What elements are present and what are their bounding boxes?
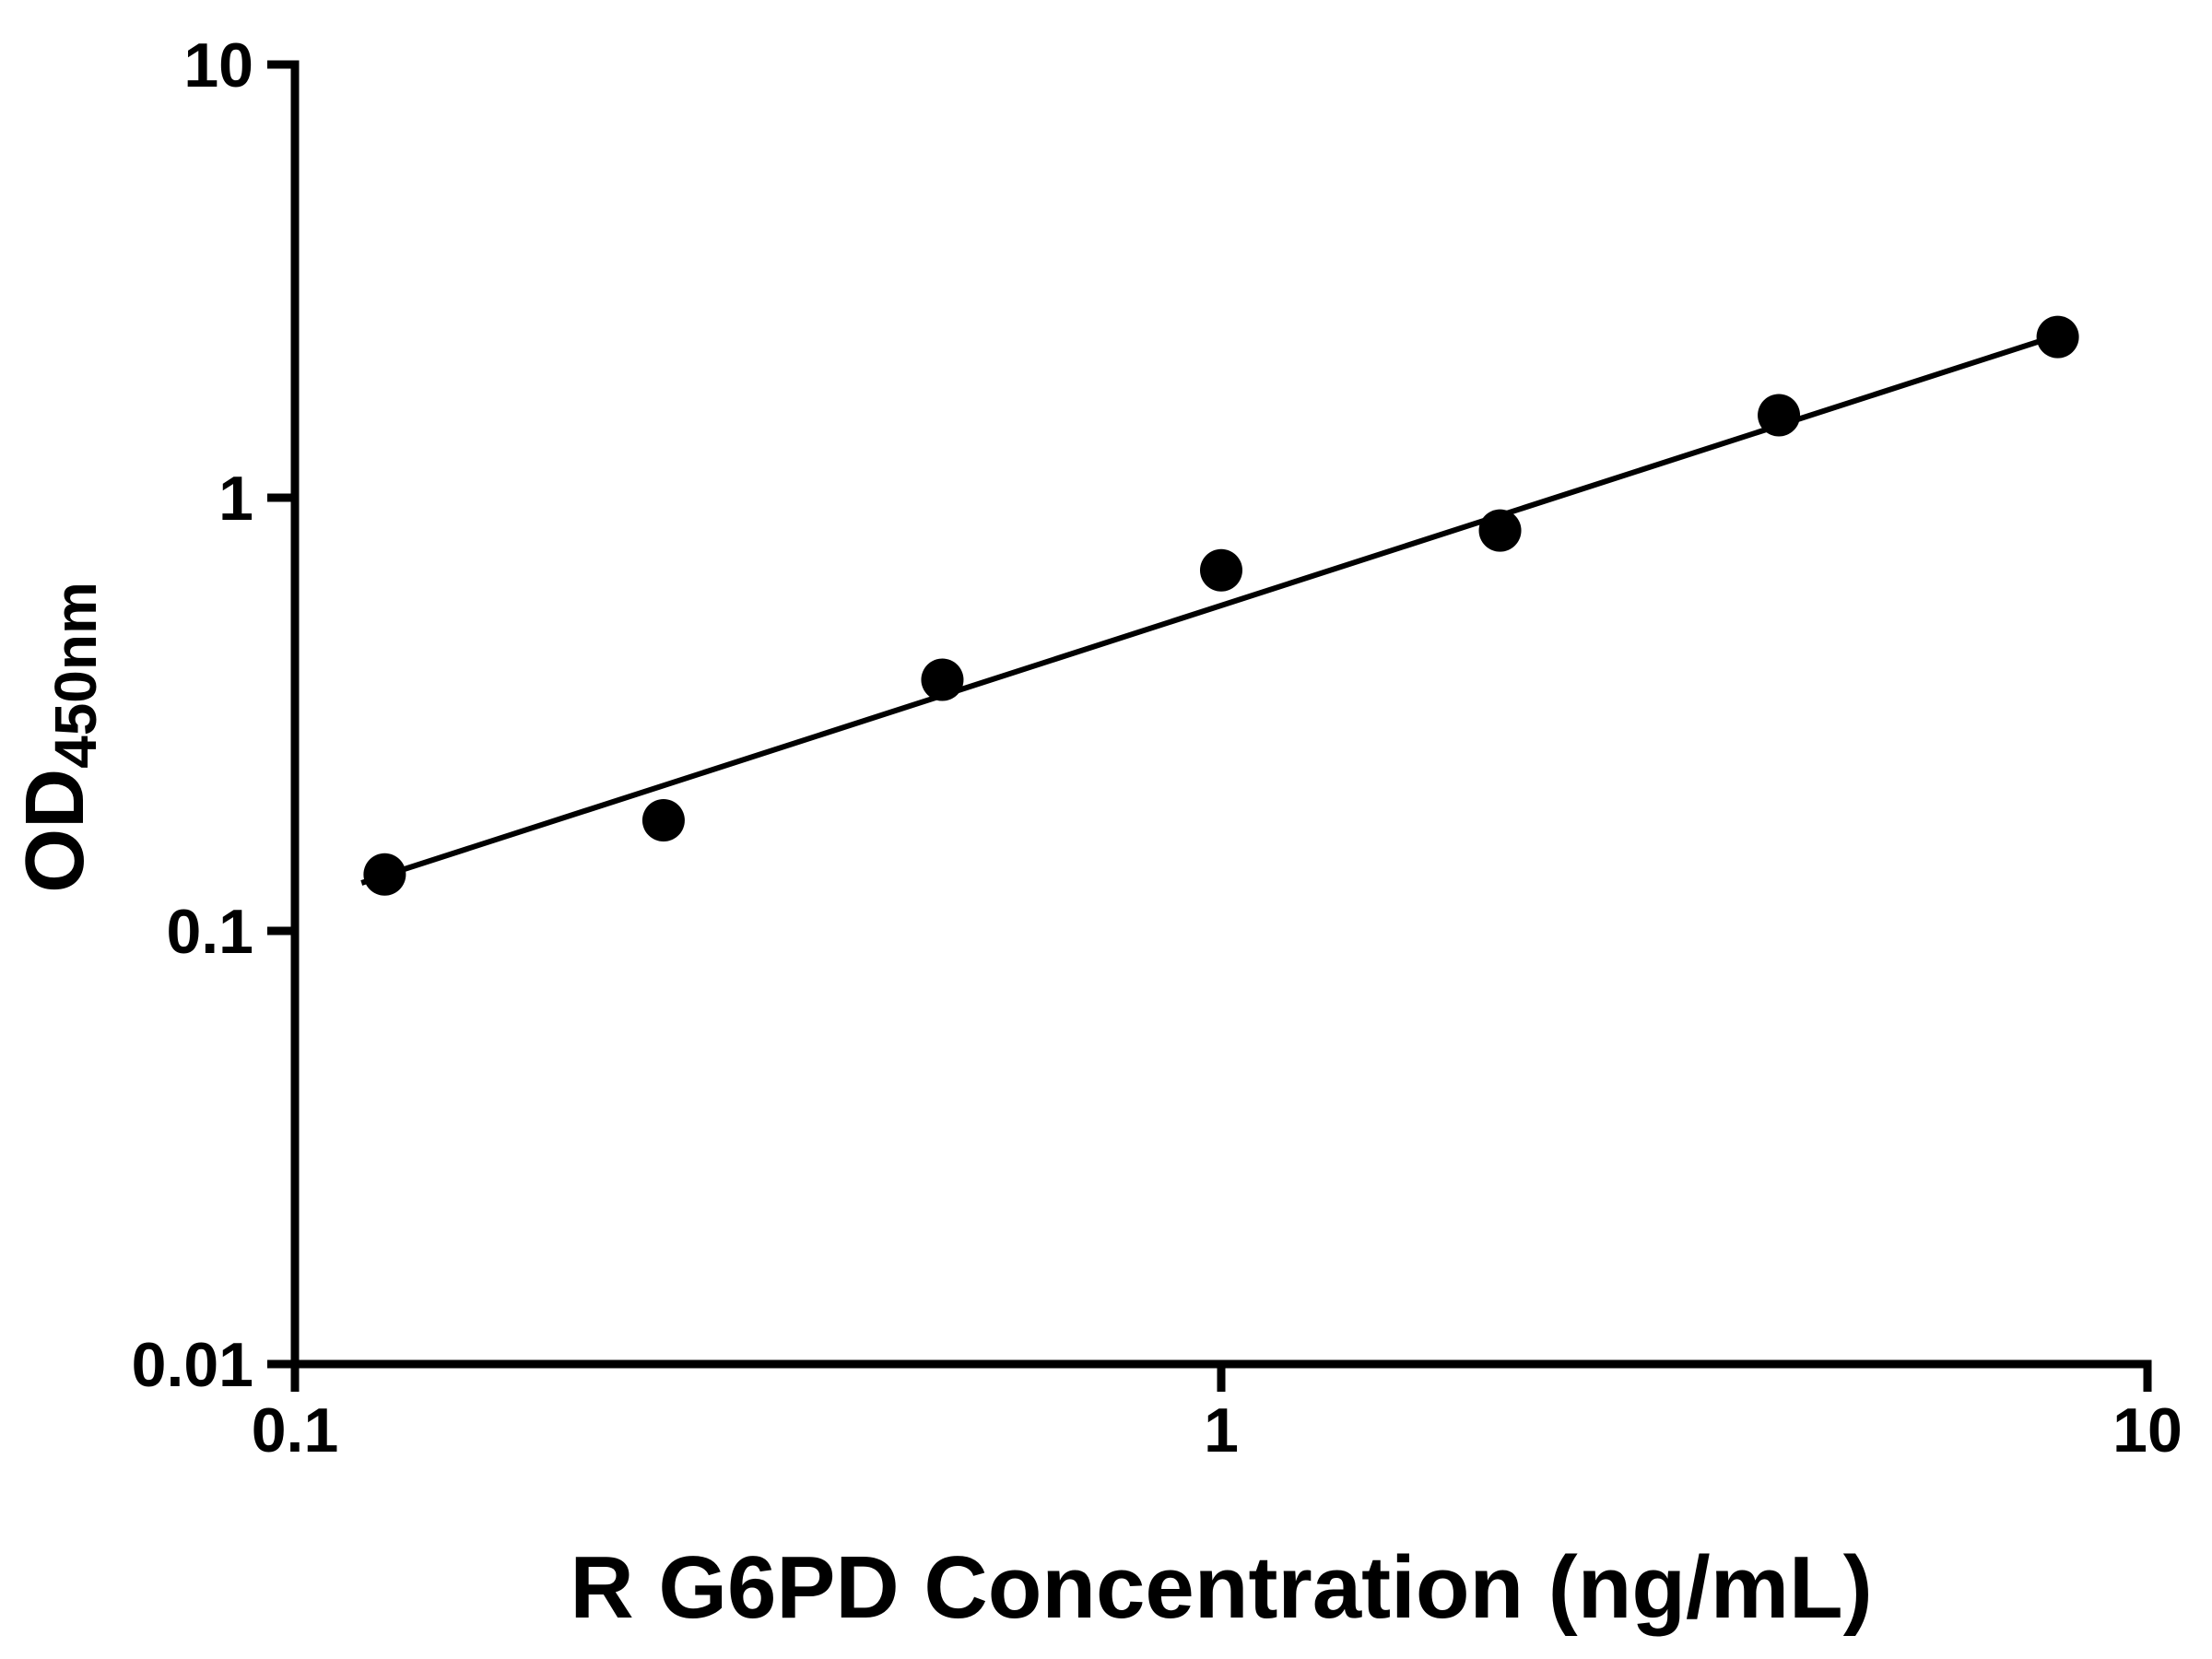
data-point xyxy=(641,799,685,842)
data-point xyxy=(921,658,964,701)
x-tick-label: 0.1 xyxy=(252,1395,339,1465)
y-tick-label: 0.01 xyxy=(132,1330,253,1400)
data-point xyxy=(363,853,406,896)
x-tick-labels-group: 0.1 1 10 xyxy=(252,1395,2183,1465)
data-points-group xyxy=(363,315,2079,896)
data-point xyxy=(2036,315,2079,359)
fit-line xyxy=(360,327,2074,886)
y-axis-title-sub: 450nm xyxy=(42,582,109,769)
y-axis-title-main: OD xyxy=(9,769,101,893)
data-point xyxy=(1758,394,1801,437)
data-point xyxy=(1478,509,1522,552)
y-tick-labels-group: 0.01 0.1 1 10 xyxy=(132,30,253,1400)
data-point xyxy=(1200,548,1242,592)
axes-group xyxy=(267,60,2152,1392)
y-tick-label: 10 xyxy=(183,30,253,100)
x-tick-label: 1 xyxy=(1204,1395,1239,1465)
y-axis-title: OD450nm xyxy=(9,582,109,893)
x-axis-title: R G6PD Concentration (ng/mL) xyxy=(570,1538,1872,1637)
x-tick-label: 10 xyxy=(2112,1395,2183,1465)
y-tick-label: 0.1 xyxy=(166,897,253,967)
fit-line-group xyxy=(360,327,2074,886)
y-tick-label: 1 xyxy=(218,464,253,534)
